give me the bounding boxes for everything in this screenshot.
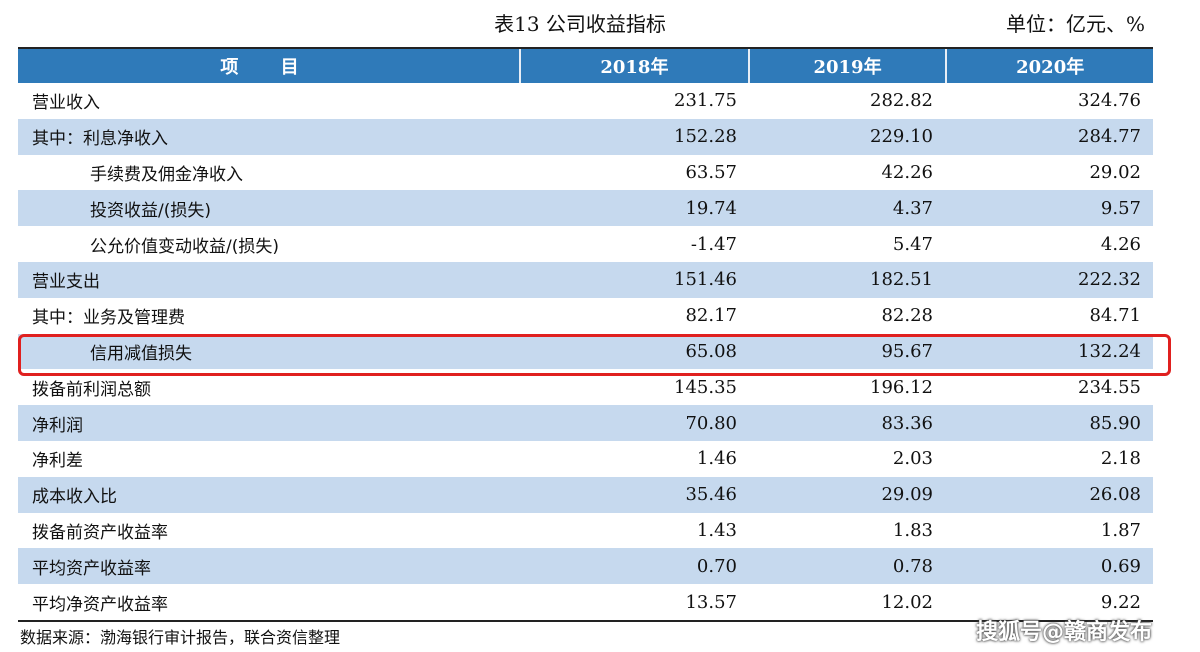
value-2018: 13.57 (685, 591, 737, 613)
value-2018: 35.46 (685, 484, 737, 506)
table-bottom-rule (18, 619, 1153, 622)
unit-label: 单位：亿元、% (1005, 12, 1145, 36)
row-label: 拨备前利润总额 (32, 379, 151, 400)
value-2018: 231.75 (674, 90, 737, 112)
row-label: 净利差 (32, 451, 83, 472)
value-2018: 152.28 (674, 126, 737, 148)
row-label: 信用减值损失 (90, 343, 192, 364)
value-2019: 229.10 (870, 126, 933, 148)
table-row-highlighted: 信用减值损失 65.08 95.67 132.24 (18, 333, 1153, 370)
value-2019: 95.67 (881, 340, 933, 362)
value-2020: 2.18 (1100, 448, 1141, 470)
table-header: 项 目 2018年 2019年 2020年 (18, 49, 1153, 83)
row-label: 其中：业务及管理费 (32, 308, 185, 329)
row-label: 净利润 (32, 415, 83, 436)
value-2020: 222.32 (1078, 269, 1141, 291)
table-row: 平均净资产收益率 13.57 12.02 9.22 (18, 584, 1153, 620)
header-2019: 2019年 (747, 49, 946, 83)
value-2018: 63.57 (685, 161, 737, 183)
value-2020: 85.90 (1089, 412, 1141, 434)
value-2018: 0.70 (696, 555, 737, 577)
value-2019: 29.09 (881, 484, 933, 506)
value-2018: 1.43 (696, 519, 737, 541)
value-2020: 9.22 (1100, 591, 1141, 613)
value-2020: 234.55 (1078, 376, 1141, 398)
row-label: 公允价值变动收益/(损失) (90, 236, 279, 257)
table-row: 成本收入比 35.46 29.09 26.08 (18, 476, 1153, 513)
value-2019: 82.28 (881, 305, 933, 327)
row-label: 营业收入 (32, 93, 100, 114)
header-2020: 2020年 (945, 49, 1153, 83)
value-2018: -1.47 (690, 233, 737, 255)
table-row: 投资收益/(损失) 19.74 4.37 9.57 (18, 190, 1153, 227)
value-2020: 4.26 (1100, 233, 1141, 255)
table-row: 拨备前资产收益率 1.43 1.83 1.87 (18, 513, 1153, 549)
table-row: 其中：业务及管理费 82.17 82.28 84.71 (18, 298, 1153, 334)
row-label: 拨备前资产收益率 (32, 522, 168, 543)
value-2018: 65.08 (685, 340, 737, 362)
table-row: 平均资产收益率 0.70 0.78 0.69 (18, 548, 1153, 585)
value-2018: 70.80 (685, 412, 737, 434)
table-row: 其中：利息净收入 152.28 229.10 284.77 (18, 118, 1153, 155)
highlight-box (18, 334, 1171, 376)
value-2018: 145.35 (674, 376, 737, 398)
header-2018: 2018年 (519, 49, 748, 83)
value-2019: 0.78 (892, 555, 933, 577)
table-row: 营业收入 231.75 282.82 324.76 (18, 83, 1153, 119)
value-2018: 1.46 (696, 448, 737, 470)
value-2020: 9.57 (1100, 197, 1141, 219)
row-label: 平均净资产收益率 (32, 594, 168, 615)
row-label: 手续费及佣金净收入 (90, 164, 243, 185)
value-2018: 82.17 (685, 305, 737, 327)
value-2019: 282.82 (870, 90, 933, 112)
table-row: 净利润 70.80 83.36 85.90 (18, 405, 1153, 441)
value-2019: 5.47 (892, 233, 933, 255)
value-2020: 29.02 (1089, 161, 1141, 183)
watermark: 搜狐号@赣商发布 (976, 620, 1153, 645)
row-label: 平均资产收益率 (32, 558, 151, 579)
value-2019: 196.12 (870, 376, 933, 398)
table-title: 表13 公司收益指标 (494, 12, 666, 36)
value-2019: 1.83 (892, 519, 933, 541)
value-2018: 151.46 (674, 269, 737, 291)
value-2019: 2.03 (892, 448, 933, 470)
value-2019: 83.36 (881, 412, 933, 434)
value-2019: 4.37 (892, 197, 933, 219)
value-2019: 42.26 (881, 161, 933, 183)
header-item: 项 目 (220, 57, 317, 78)
value-2020: 132.24 (1078, 340, 1141, 362)
value-2018: 19.74 (685, 197, 737, 219)
table-row: 拨备前利润总额 145.35 196.12 234.55 (18, 369, 1153, 405)
income-indicators-table: 项 目 2018年 2019年 2020年 营业收入 231.75 282.82… (18, 47, 1153, 622)
value-2019: 182.51 (870, 269, 933, 291)
value-2020: 0.69 (1100, 555, 1141, 577)
table-row: 净利差 1.46 2.03 2.18 (18, 441, 1153, 477)
table-row: 营业支出 151.46 182.51 222.32 (18, 261, 1153, 298)
value-2020: 84.71 (1089, 305, 1141, 327)
value-2020: 26.08 (1089, 484, 1141, 506)
row-label: 成本收入比 (32, 487, 117, 508)
row-label: 其中：利息净收入 (32, 129, 168, 150)
value-2019: 12.02 (881, 591, 933, 613)
value-2020: 284.77 (1078, 126, 1141, 148)
row-label: 投资收益/(损失) (90, 200, 211, 221)
table-row: 手续费及佣金净收入 63.57 42.26 29.02 (18, 155, 1153, 191)
data-source-note: 数据来源：渤海银行审计报告，联合资信整理 (20, 628, 341, 647)
row-label: 营业支出 (32, 272, 100, 293)
table-row: 公允价值变动收益/(损失) -1.47 5.47 4.26 (18, 226, 1153, 262)
value-2020: 1.87 (1100, 519, 1141, 541)
value-2020: 324.76 (1078, 90, 1141, 112)
